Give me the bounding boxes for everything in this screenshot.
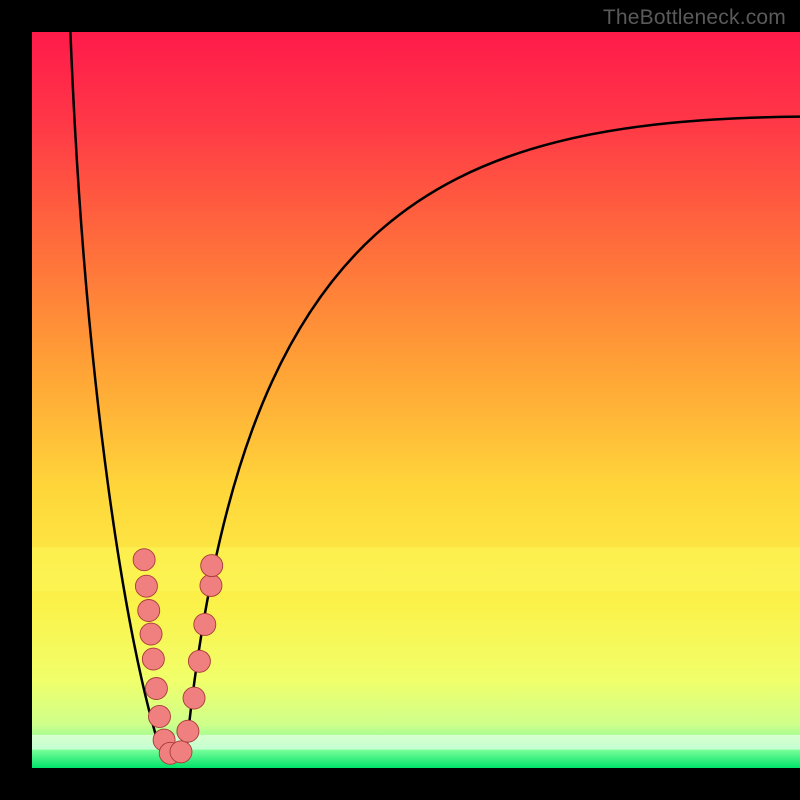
gradient-band-1 [32, 735, 800, 750]
chart-container: TheBottleneck.com [0, 0, 800, 800]
curve-marker [170, 741, 192, 763]
curve-marker [142, 648, 164, 670]
curve-marker [200, 574, 222, 596]
curve-marker [188, 650, 210, 672]
bottleneck-chart [0, 0, 800, 800]
curve-marker [135, 575, 157, 597]
curve-marker [140, 623, 162, 645]
curve-marker [148, 705, 170, 727]
curve-marker [183, 687, 205, 709]
curve-marker [133, 549, 155, 571]
curve-marker [177, 720, 199, 742]
curve-marker [194, 613, 216, 635]
curve-marker [201, 555, 223, 577]
curve-marker [145, 678, 167, 700]
curve-marker [138, 599, 160, 621]
